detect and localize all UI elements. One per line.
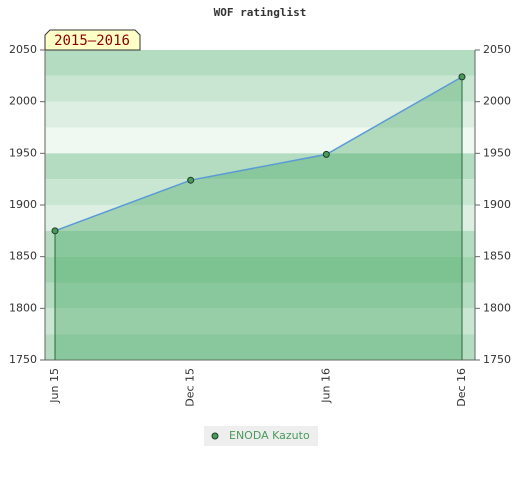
y-tick-label: 1800 [9,301,37,314]
y2-tick-label: 1800 [483,301,511,314]
band [45,256,475,283]
point [458,73,466,81]
y-tick-label: 1850 [9,250,37,263]
y-tick-label: 1950 [9,146,37,159]
y2-tick-label: 1900 [483,198,511,211]
legend-box [204,426,318,446]
band [45,308,475,335]
band [45,127,475,154]
x-tick-label: Dec 16 [455,368,468,407]
x-tick-label: Jun 15 [48,368,61,404]
legend-marker [211,432,219,440]
band [45,334,475,360]
band [45,205,475,231]
band [45,230,475,257]
y2-tick-label: 1850 [483,250,511,263]
y2-tick-label: 2050 [483,43,511,56]
area [55,76,462,360]
line [54,76,463,232]
band [45,282,475,309]
band [45,101,475,128]
y-tick-label: 1900 [9,198,37,211]
band [45,179,475,205]
point [322,150,330,158]
y-tick-label: 2050 [9,43,37,56]
annotation-box [44,29,141,51]
y2-tick-label: 1950 [483,146,511,159]
band [45,50,475,76]
y-tick-label: 1750 [9,353,37,366]
y2-tick-label: 1750 [483,353,511,366]
y-tick-label: 2000 [9,95,37,108]
chart-title: WOF ratinglist [214,6,307,19]
point [51,227,59,235]
y2-tick-label: 2000 [483,95,511,108]
x-tick-label: Jun 16 [319,368,332,404]
legend-label: ENODA Kazuto [229,429,310,442]
annotation: 2015–2016 [54,33,130,49]
band [45,75,475,102]
point [187,176,195,184]
x-tick-label: Dec 15 [184,368,197,407]
